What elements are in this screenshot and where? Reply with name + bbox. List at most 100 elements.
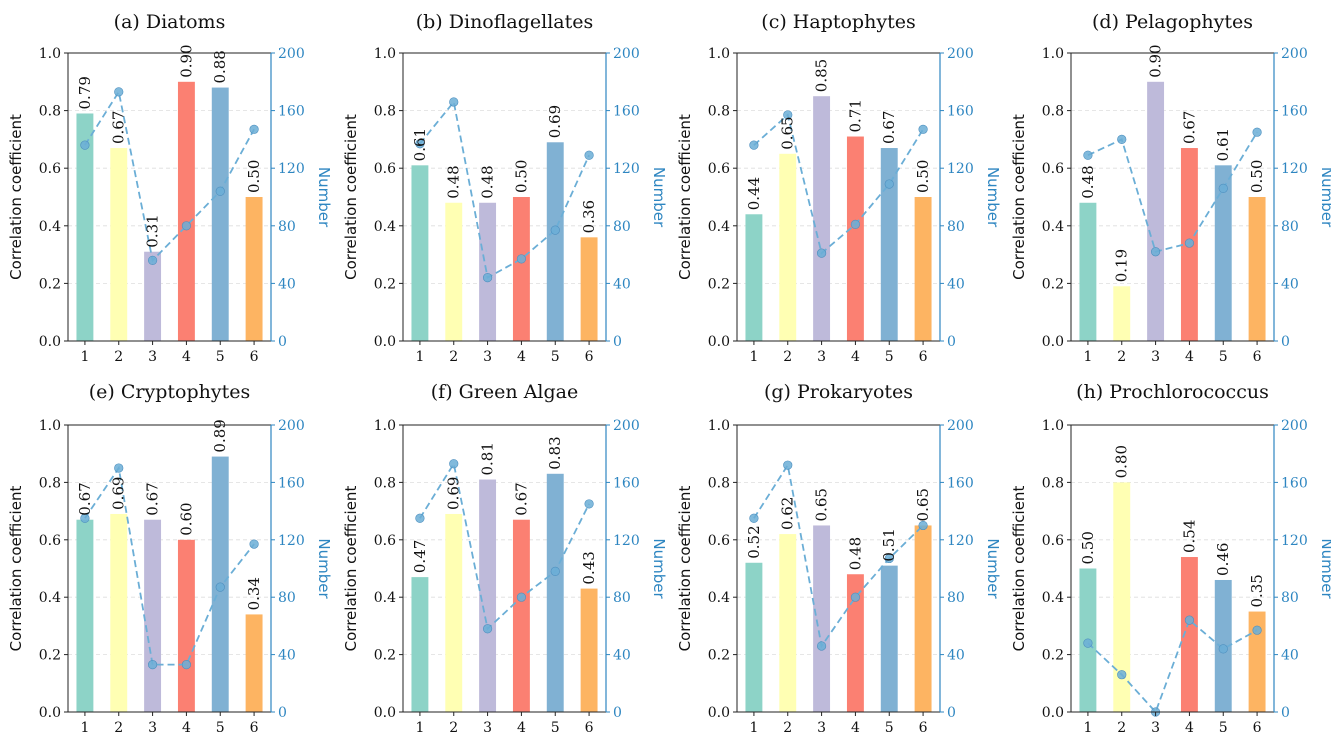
y-tick-label: 0.8 [1042, 475, 1064, 491]
number-point [584, 150, 594, 160]
panel-f: 0.470.690.810.670.830.430.00.20.40.60.81… [342, 381, 668, 736]
number-point [516, 592, 527, 602]
x-tick-label: 6 [919, 349, 928, 365]
value-label: 0.50 [245, 160, 263, 193]
y-tick-label: 0.2 [39, 648, 61, 664]
number-point [918, 124, 928, 134]
y-tick-label: 1.0 [1042, 46, 1064, 62]
x-tick-label: 3 [148, 349, 157, 365]
y-tick-label: 0.2 [708, 648, 730, 664]
number-point [1083, 638, 1093, 648]
plot-frame [402, 52, 607, 342]
y-tick-label: 1.0 [374, 46, 396, 62]
value-label: 0.50 [1079, 531, 1097, 564]
bar [1248, 197, 1266, 341]
value-label: 0.85 [813, 59, 831, 92]
value-label: 0.54 [1180, 520, 1198, 553]
y-tick-label: 0.4 [708, 219, 730, 235]
bar [779, 534, 797, 712]
bar [1079, 202, 1097, 341]
value-label: 0.80 [1113, 445, 1131, 478]
number-point [1218, 644, 1228, 654]
y2-tick-label: 40 [947, 276, 965, 292]
value-label: 0.31 [144, 214, 162, 247]
x-tick-label: 1 [749, 349, 758, 365]
y-tick-label: 0.6 [374, 161, 396, 177]
bar [245, 197, 263, 341]
number-point [850, 592, 861, 602]
x-tick-label: 4 [182, 720, 191, 736]
y2-tick-label: 120 [278, 533, 305, 549]
value-label: 0.43 [580, 551, 598, 584]
y-axis-label: Correlation coefficient [342, 486, 360, 652]
number-point [1184, 238, 1195, 248]
y2-tick-label: 160 [278, 104, 305, 120]
bar [880, 565, 898, 712]
value-label: 0.61 [1214, 128, 1232, 161]
y2-tick-label: 80 [613, 590, 631, 606]
y-tick-label: 0.4 [39, 590, 61, 606]
panel-title: (f) Green Algae [431, 381, 578, 403]
y-tick-label: 0.0 [708, 705, 730, 721]
y-tick-label: 0.6 [1042, 533, 1064, 549]
panel-a: 0.79 0.67 0.31 0.90 0.88 0.50 0.0 0.2 0.4 0.6 0.8 1… [7, 11, 333, 365]
bar [245, 614, 263, 712]
y2-axis-label: Number [650, 167, 668, 228]
y2-axis-label: Number [1318, 538, 1331, 599]
plot-frame [736, 424, 941, 713]
bar [76, 519, 94, 712]
number-point [1150, 247, 1161, 257]
bar [76, 113, 94, 341]
value-label: 0.44 [745, 177, 763, 210]
x-tick-label: 4 [182, 349, 191, 365]
number-line [419, 99, 590, 280]
value-label: 0.48 [846, 537, 864, 570]
x-tick-label: 5 [1219, 720, 1228, 736]
y-tick-label: 0.2 [1042, 276, 1064, 292]
y-tick-label: 0.8 [708, 104, 730, 120]
y2-tick-label: 200 [947, 418, 974, 434]
x-tick-label: 5 [216, 349, 225, 365]
panel-title: (b) Dinoflagellates [416, 11, 594, 33]
value-label: 0.48 [479, 165, 497, 198]
y2-tick-label: 0 [947, 705, 956, 721]
bar [144, 251, 162, 341]
number-point [1083, 150, 1093, 160]
number-point [80, 513, 90, 523]
number-point [816, 248, 827, 258]
value-label: 0.50 [512, 160, 530, 193]
y-tick-label: 1.0 [39, 46, 61, 62]
y2-tick-label: 40 [1281, 276, 1299, 292]
number-point [749, 513, 759, 523]
bar [546, 473, 564, 712]
panel-title: (c) Haptophytes [761, 11, 915, 33]
y2-tick-label: 160 [613, 475, 640, 491]
y2-tick-label: 0 [613, 334, 622, 350]
value-label: 0.71 [846, 99, 864, 132]
bar [177, 81, 195, 342]
x-tick-label: 3 [817, 720, 826, 736]
panel-title: (d) Pelagophytes [1092, 11, 1253, 33]
bar [110, 148, 128, 341]
x-tick-label: 2 [449, 720, 458, 736]
y2-tick-label: 40 [613, 648, 631, 664]
number-point [114, 463, 124, 473]
y2-axis-label: Number [1318, 167, 1331, 228]
x-tick-label: 4 [851, 720, 860, 736]
value-label: 0.69 [546, 105, 564, 138]
number-point [449, 97, 459, 107]
y2-tick-label: 120 [613, 533, 640, 549]
y2-tick-label: 0 [278, 705, 287, 721]
value-label: 0.65 [914, 488, 932, 521]
number-point [249, 539, 259, 549]
x-tick-label: 4 [517, 349, 526, 365]
y-axis-label: Correlation coefficient [7, 114, 25, 280]
number-point [850, 219, 861, 229]
y-tick-label: 0.4 [39, 219, 61, 235]
x-tick-label: 4 [851, 349, 860, 365]
number-point [482, 273, 493, 283]
value-label: 0.65 [813, 488, 831, 521]
bar [110, 513, 128, 712]
value-label: 0.48 [445, 165, 463, 198]
value-label: 0.67 [512, 482, 530, 515]
